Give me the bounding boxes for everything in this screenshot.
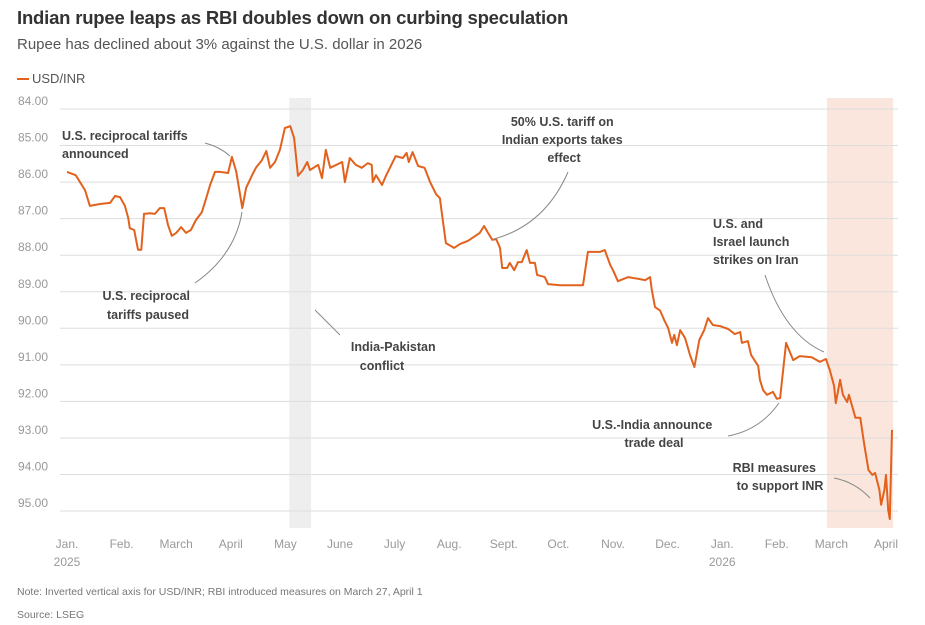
x-tick-label: Jan. (711, 537, 734, 551)
y-tick-label: 86.00 (18, 167, 48, 181)
legend: USD/INR (17, 71, 85, 86)
x-tick-year: 2025 (54, 555, 81, 569)
x-tick-label: March (160, 537, 193, 551)
shaded-period-india-pakistan (289, 98, 312, 528)
y-tick-label: 84.00 (18, 94, 48, 108)
chart-subtitle: Rupee has declined about 3% against the … (17, 36, 423, 53)
y-tick-label: 85.00 (18, 131, 48, 145)
y-tick-label: 87.00 (18, 204, 48, 218)
annotation-trade-deal: U.S.-India announce trade deal (592, 418, 716, 450)
footnote: Note: Inverted vertical axis for USD/INR… (17, 586, 423, 598)
y-tick-label: 93.00 (18, 423, 48, 437)
legend-swatch-usd-inr (17, 77, 29, 80)
x-tick-label: March (815, 537, 848, 551)
annotation-tariffs-announced: U.S. reciprocal tariffs announced (62, 129, 191, 161)
x-tick-label: Dec. (655, 537, 680, 551)
arrow-tariffs-paused (194, 211, 243, 284)
x-tick-label: Jan. (56, 537, 79, 551)
y-tick-label: 89.00 (18, 277, 48, 291)
y-tick-label: 88.00 (18, 240, 48, 254)
annotation-india-pakistan: India-Pakistan conflict (351, 340, 439, 373)
x-tick-label: April (219, 537, 243, 551)
x-tick-label: Feb. (110, 537, 134, 551)
arrow-iran-strikes (764, 274, 825, 353)
x-tick-label: Nov. (601, 537, 625, 551)
x-tick-label: Feb. (765, 537, 789, 551)
arrow-trade-deal (727, 402, 780, 437)
x-tick-label: Aug. (437, 537, 462, 551)
legend-label-usd-inr: USD/INR (32, 71, 86, 86)
x-tick-year: 2026 (709, 555, 736, 569)
y-tick-label: 90.00 (18, 313, 48, 327)
chart-title: Indian rupee leaps as RBI doubles down o… (17, 7, 569, 28)
arrow-50pct-tariff (493, 171, 569, 240)
series-line-usd-inr (66, 125, 893, 521)
annotation-rbi-measures: RBI measures to support INR (733, 461, 824, 493)
y-tick-label: 91.00 (18, 350, 48, 364)
arrow-rbi-measures (833, 477, 871, 499)
shaded-period-iran-strikes (827, 98, 894, 528)
annotation-50pct-tariff: 50% U.S. tariff on Indian exports takes … (502, 115, 626, 165)
arrow-tariffs-announced (204, 142, 231, 157)
annotation-tariffs-paused: U.S. reciprocal tariffs paused (102, 289, 193, 322)
x-tick-label: Oct. (547, 537, 569, 551)
x-tick-label: July (384, 537, 405, 551)
annotation-iran-strikes: U.S. and Israel launch strikes on Iran (713, 217, 798, 267)
y-tick-label: 92.00 (18, 386, 48, 400)
x-tick-label: Sept. (490, 537, 518, 551)
x-tick-label: May (274, 537, 297, 551)
x-tick-label: April (874, 537, 898, 551)
y-tick-label: 95.00 (18, 496, 48, 510)
y-tick-label: 94.00 (18, 460, 48, 474)
arrow-india-pakistan (314, 309, 341, 336)
source-note: Source: LSEG (17, 609, 85, 621)
x-tick-label: June (327, 537, 353, 551)
